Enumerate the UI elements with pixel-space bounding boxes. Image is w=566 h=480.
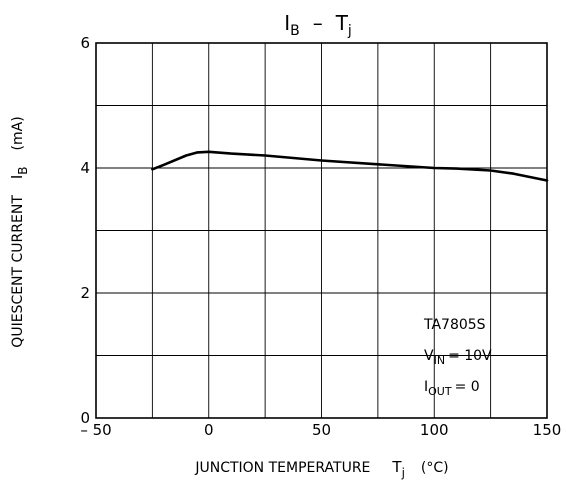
- y-tick-label: 0: [80, 409, 90, 427]
- y-tick-labels: 0 2 4 6: [80, 34, 90, 427]
- x-label-text: JUNCTION TEMPERATURE: [194, 460, 370, 476]
- iout-value: = 0: [455, 379, 480, 395]
- quiescent-current-curve: [151, 150, 549, 182]
- y-tick-label: 4: [80, 159, 90, 177]
- title-second-sub: j: [347, 23, 352, 39]
- x-tick-label: 50: [312, 421, 331, 439]
- x-label-symbol-sub: j: [401, 466, 405, 480]
- iout-sub: OUT: [428, 385, 452, 398]
- vin-sub: IN: [434, 354, 445, 367]
- x-tick-label: – 50: [80, 421, 111, 439]
- conditions-note: TA7805S VIN = 10V IOUT = 0: [423, 317, 492, 398]
- title-main-sub: B: [290, 23, 300, 39]
- y-axis-label: QUIESCENT CURRENT IB (mA): [8, 116, 30, 347]
- x-tick-labels: – 50 0 50 100 150: [80, 421, 561, 439]
- title-dash: –: [313, 11, 323, 35]
- title-main: I: [284, 11, 290, 35]
- x-axis-label: JUNCTION TEMPERATURE Tj (°C): [194, 458, 448, 480]
- x-tick-label: 0: [204, 421, 214, 439]
- iout-symbol: I: [424, 379, 428, 395]
- y-label-symbol-sub: B: [16, 166, 30, 174]
- iout-label: IOUT = 0: [424, 379, 480, 398]
- x-label-unit: (°C): [421, 460, 449, 476]
- y-label-text: QUIESCENT CURRENT: [10, 195, 26, 348]
- vin-value: = 10V: [448, 348, 492, 364]
- x-label-symbol: T: [391, 458, 402, 476]
- y-tick-label: 2: [80, 284, 90, 302]
- plot-frame: [95, 42, 548, 419]
- x-tick-label: 150: [533, 421, 562, 439]
- y-tick-label: 6: [80, 34, 90, 52]
- device-label: TA7805S: [423, 317, 486, 333]
- vin-symbol: V: [424, 348, 434, 364]
- chart-title: IB – Tj: [284, 11, 352, 39]
- x-tick-label: 100: [420, 421, 449, 439]
- y-label-symbol: I: [8, 175, 26, 179]
- y-label-unit: (mA): [10, 116, 26, 150]
- title-second: T: [335, 11, 349, 35]
- grid-lines: [96, 43, 547, 418]
- vin-label: VIN = 10V: [424, 348, 492, 367]
